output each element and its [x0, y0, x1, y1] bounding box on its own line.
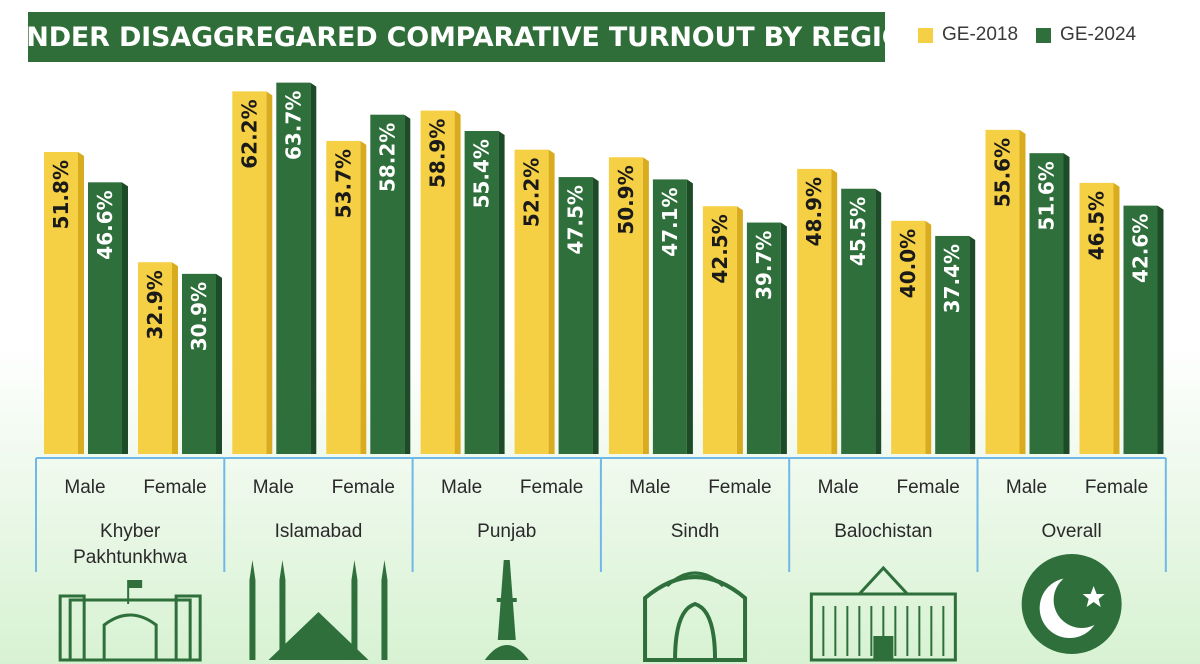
data-label-islamabad-female-ge-2018: 53.7%: [331, 149, 355, 218]
data-label-khyber-pakhtunkhwa-male-ge-2018: 51.8%: [49, 160, 73, 229]
bar-punjab-female-ge-2024: [558, 177, 593, 454]
bar-punjab-female-ge-2018: [514, 149, 549, 454]
bar-khyber-pakhtunkhwa-female-ge-2018: [138, 262, 172, 454]
data-label-khyber-pakhtunkhwa-female-ge-2018: 32.9%: [143, 270, 167, 339]
faisal-mosque-icon: [249, 560, 388, 660]
data-label-khyber-pakhtunkhwa-male-ge-2024: 46.6%: [93, 190, 117, 259]
data-label-overall-male-ge-2018: 55.6%: [991, 138, 1015, 207]
bar-balochistan-female-ge-2018: [891, 220, 926, 454]
bar-khyber-pakhtunkhwa-male-ge-2024: [88, 182, 122, 454]
bar-balochistan-female-ge-2024: [935, 235, 970, 454]
pakistan-flag-icon: [1021, 554, 1122, 654]
balochistan-assembly-icon: [809, 565, 957, 662]
bar-side-khyber-pakhtunkhwa-male-ge-2024: [122, 182, 128, 454]
bar-side-overall-male-ge-2018: [1019, 129, 1026, 455]
bar-sindh-male-ge-2018: [608, 157, 643, 455]
bar-side-sindh-female-ge-2024: [780, 222, 787, 454]
minar-e-pakistan-icon: [484, 560, 529, 660]
bar-side-khyber-pakhtunkhwa-male-ge-2018: [78, 152, 84, 455]
bar-side-punjab-male-ge-2024: [498, 131, 505, 454]
bar-side-balochistan-female-ge-2024: [969, 235, 976, 454]
data-label-islamabad-male-ge-2018: 62.2%: [237, 99, 261, 168]
legend-label-ge2018: GE-2018: [942, 24, 1019, 45]
bar-punjab-male-ge-2024: [464, 131, 499, 454]
bar-side-islamabad-female-ge-2024: [404, 114, 411, 454]
bar-side-overall-male-ge-2024: [1063, 153, 1070, 454]
bar-side-balochistan-male-ge-2024: [875, 188, 882, 455]
bar-overall-female-ge-2024: [1123, 205, 1158, 454]
legend-swatch-ge2018: [918, 27, 933, 43]
bar-islamabad-male-ge-2018: [232, 91, 267, 455]
bar-overall-female-ge-2018: [1079, 182, 1114, 454]
bar-balochistan-male-ge-2018: [797, 168, 832, 454]
data-label-sindh-female-ge-2018: 42.5%: [708, 214, 732, 283]
data-label-overall-female-ge-2018: 46.5%: [1085, 191, 1109, 260]
bar-sindh-female-ge-2024: [746, 222, 781, 454]
bar-side-overall-female-ge-2018: [1113, 182, 1120, 454]
bar-sindh-male-ge-2024: [652, 179, 687, 455]
khyber-pass-gate-icon: [58, 580, 202, 662]
bar-islamabad-female-ge-2024: [370, 114, 405, 454]
bar-islamabad-male-ge-2024: [276, 82, 311, 454]
bar-side-sindh-male-ge-2024: [686, 179, 693, 455]
chart-title-banner: GENDER DISAGGREGARED COMPARATIVE TURNOUT…: [0, 12, 927, 62]
data-label-punjab-female-ge-2018: 52.2%: [520, 158, 544, 227]
bar-side-islamabad-male-ge-2024: [310, 82, 317, 454]
bar-side-punjab-female-ge-2018: [548, 149, 555, 454]
bar-punjab-male-ge-2018: [420, 110, 455, 454]
chart-title: GENDER DISAGGREGARED COMPARATIVE TURNOUT…: [0, 21, 927, 53]
bar-side-punjab-female-ge-2024: [592, 177, 599, 454]
data-label-islamabad-female-ge-2024: 58.2%: [375, 123, 399, 192]
data-label-overall-female-ge-2024: 42.6%: [1129, 214, 1153, 283]
mazar-e-quaid-icon: [643, 571, 748, 662]
bar-side-balochistan-female-ge-2018: [925, 220, 932, 454]
data-label-sindh-male-ge-2024: 47.1%: [658, 187, 682, 256]
bar-side-khyber-pakhtunkhwa-female-ge-2018: [172, 262, 178, 454]
data-label-overall-male-ge-2024: 51.6%: [1035, 161, 1059, 230]
bar-balochistan-male-ge-2024: [841, 188, 876, 455]
bar-khyber-pakhtunkhwa-female-ge-2024: [182, 273, 216, 454]
legend-swatch-ge2024: [1036, 27, 1052, 43]
bar-khyber-pakhtunkhwa-male-ge-2018: [44, 152, 78, 455]
bar-side-balochistan-male-ge-2018: [831, 168, 838, 454]
bar-side-sindh-female-ge-2018: [736, 206, 743, 454]
bar-side-overall-female-ge-2024: [1157, 205, 1164, 454]
data-label-punjab-male-ge-2024: 55.4%: [470, 139, 494, 208]
bar-side-sindh-male-ge-2018: [642, 157, 649, 455]
data-label-balochistan-male-ge-2018: 48.9%: [802, 177, 826, 246]
legend-item-ge2018: GE-2018: [918, 24, 1018, 46]
data-label-balochistan-male-ge-2024: 45.5%: [846, 197, 870, 266]
data-label-sindh-female-ge-2024: 39.7%: [752, 231, 776, 300]
legend-label-ge2024: GE-2024: [1060, 24, 1137, 45]
bar-side-islamabad-male-ge-2018: [266, 91, 273, 455]
legend: GE-2018 GE-2024: [918, 24, 1154, 46]
data-label-punjab-male-ge-2018: 58.9%: [426, 119, 450, 188]
bar-islamabad-female-ge-2018: [326, 140, 361, 454]
legend-item-ge2024: GE-2024: [1036, 24, 1136, 46]
bar-side-punjab-male-ge-2018: [454, 110, 461, 454]
data-label-sindh-male-ge-2018: 50.9%: [614, 165, 638, 234]
data-label-islamabad-male-ge-2024: 63.7%: [281, 91, 305, 160]
bar-overall-male-ge-2024: [1029, 153, 1064, 454]
bar-side-islamabad-female-ge-2018: [360, 140, 367, 454]
bar-side-khyber-pakhtunkhwa-female-ge-2024: [216, 273, 222, 454]
bar-overall-male-ge-2018: [985, 129, 1020, 455]
data-label-balochistan-female-ge-2018: 40.0%: [896, 229, 920, 298]
data-label-khyber-pakhtunkhwa-female-ge-2024: 30.9%: [187, 282, 211, 351]
data-label-punjab-female-ge-2024: 47.5%: [564, 185, 588, 254]
bar-sindh-female-ge-2018: [702, 206, 737, 454]
data-label-balochistan-female-ge-2024: 37.4%: [940, 244, 964, 313]
